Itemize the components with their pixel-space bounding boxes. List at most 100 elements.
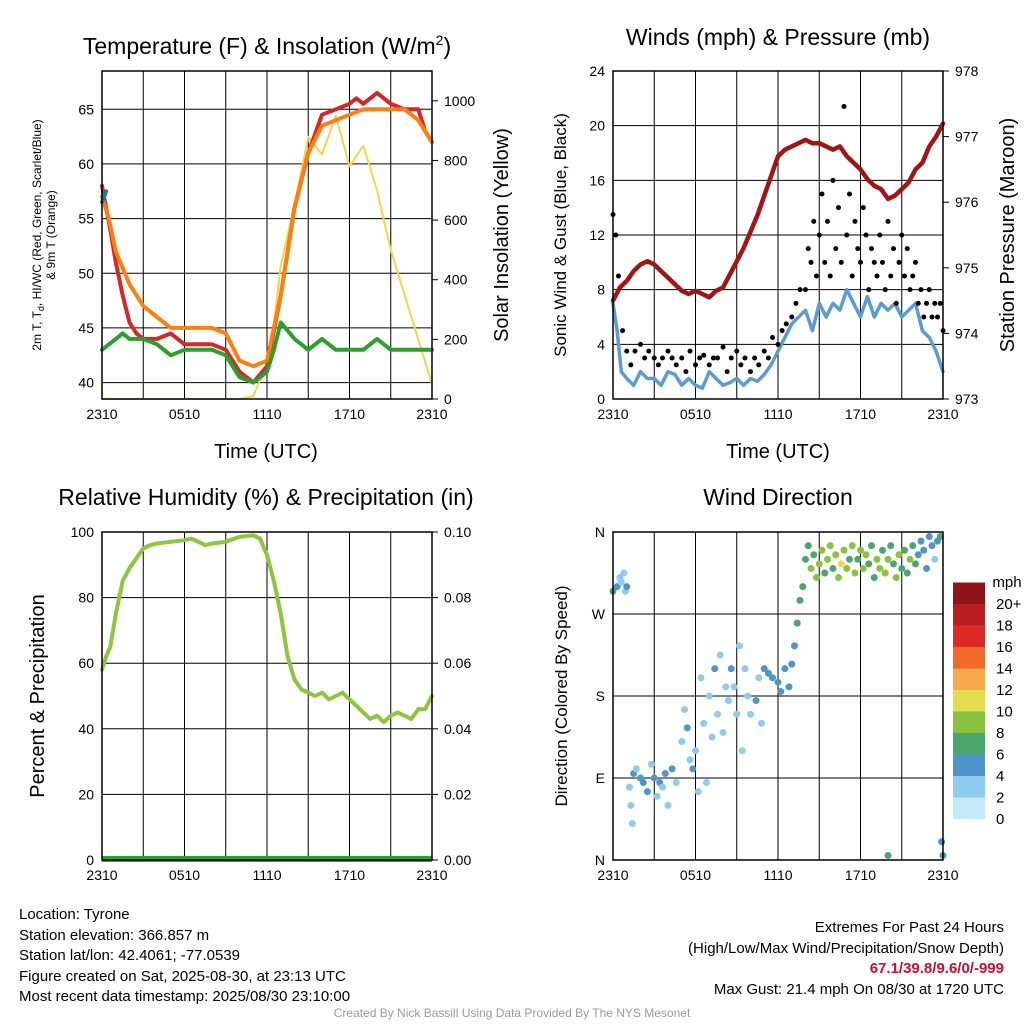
winds-panel: Winds (mph) & Pressure (mb) Sonic Wind &… xyxy=(551,24,1019,463)
humidity-title: Relative Humidity (%) & Precipitation (i… xyxy=(58,484,473,510)
y-tick-label: 20 xyxy=(589,118,605,134)
x-tick-label: 1710 xyxy=(845,406,876,422)
direction-point xyxy=(923,564,930,572)
gust-point xyxy=(628,362,634,368)
y-tick-label: 45 xyxy=(78,320,94,336)
direction-point xyxy=(793,619,801,627)
direction-point xyxy=(653,792,661,800)
gust-point xyxy=(620,328,626,334)
direction-point xyxy=(912,560,919,568)
wind-direction-panel: Wind Direction Direction (Colored By Spe… xyxy=(552,484,1022,883)
gust-point xyxy=(624,348,630,354)
x-tick-label: 2310 xyxy=(927,406,958,422)
direction-point xyxy=(664,801,672,809)
direction-title: Wind Direction xyxy=(703,484,853,510)
gust-point xyxy=(896,259,902,265)
direction-point xyxy=(747,710,754,718)
direction-point xyxy=(851,569,859,577)
direction-point xyxy=(843,564,851,572)
x-tick-label: 1710 xyxy=(334,406,365,422)
y-tick-label: 50 xyxy=(78,265,94,281)
gust-point xyxy=(808,259,814,265)
station-info: Location: Tyrone Station elevation: 366.… xyxy=(19,905,350,1008)
direction-point xyxy=(917,537,925,545)
gust-point xyxy=(789,314,795,320)
legend-label: 18 xyxy=(996,618,1013,635)
y2-tick-label: 0.08 xyxy=(444,590,471,606)
gust-point xyxy=(918,287,924,293)
direction-point xyxy=(692,747,699,755)
gust-point xyxy=(613,232,619,238)
direction-point xyxy=(857,546,864,554)
gust-point xyxy=(679,355,685,361)
direction-point xyxy=(703,779,710,787)
legend-swatch xyxy=(953,754,985,776)
y-tick-label: 60 xyxy=(78,655,94,671)
gust-point xyxy=(847,191,852,197)
y-tick-label: 16 xyxy=(589,172,605,188)
direction-point xyxy=(727,665,735,673)
direction-point xyxy=(744,692,752,700)
y2-tick-label: 975 xyxy=(955,260,979,276)
temperature-xlabel: Time (UTC) xyxy=(214,441,318,463)
max-gust-text: Max Gust: 21.4 mph On 08/30 at 1720 UTC xyxy=(713,980,1004,998)
direction-point xyxy=(914,551,922,559)
gust-point xyxy=(642,355,648,361)
direction-point xyxy=(868,542,875,550)
legend-swatch xyxy=(953,776,985,798)
direction-point xyxy=(613,583,621,591)
y2-tick-label: 400 xyxy=(444,272,468,288)
gust-point xyxy=(902,273,907,279)
direction-point xyxy=(758,719,765,727)
gust-point xyxy=(693,362,698,368)
direction-point xyxy=(892,574,900,582)
gust-point xyxy=(632,348,638,354)
gust-point xyxy=(720,344,726,350)
gust-point xyxy=(816,232,822,238)
direction-point xyxy=(722,683,730,691)
direction-point xyxy=(802,555,809,563)
gust-point xyxy=(849,273,855,279)
direction-point xyxy=(848,542,856,550)
gust-point xyxy=(907,287,913,293)
y-tick-label: 80 xyxy=(78,590,94,606)
pressure-line xyxy=(610,121,946,303)
gust-point xyxy=(888,273,894,279)
gust-point xyxy=(852,218,858,224)
legend-swatch xyxy=(953,647,985,669)
direction-point xyxy=(837,560,845,568)
gust-point xyxy=(929,314,935,320)
x-tick-label: 1110 xyxy=(252,406,281,422)
direction-point xyxy=(694,788,702,796)
gust-point xyxy=(655,362,661,368)
y2-tick-label: 973 xyxy=(955,391,979,407)
direction-point xyxy=(617,578,625,586)
gust-point xyxy=(830,177,836,183)
direction-point xyxy=(895,551,903,559)
x-tick-label: 1110 xyxy=(252,867,281,883)
gust-point xyxy=(827,273,833,279)
elevation-text: Station elevation: 366.857 m xyxy=(19,926,210,944)
gust-point xyxy=(910,273,916,279)
x-tick-label: 2310 xyxy=(416,867,447,883)
direction-point xyxy=(659,783,666,791)
direction-point xyxy=(683,724,691,732)
humidity-ylabel: Percent & Precipitation xyxy=(27,594,49,797)
direction-point xyxy=(752,697,760,705)
gust-point xyxy=(882,287,888,293)
direction-point xyxy=(627,801,635,809)
gust-point xyxy=(891,246,896,252)
direction-point xyxy=(648,760,655,768)
y-tick-label: 0 xyxy=(597,391,605,407)
direction-point xyxy=(884,555,892,563)
direction-point xyxy=(781,665,789,673)
dewpoint-line xyxy=(100,320,434,385)
direction-point xyxy=(628,820,636,828)
gust-point xyxy=(899,232,905,238)
gust-point xyxy=(748,369,753,375)
gust-point xyxy=(926,287,932,293)
gust-point xyxy=(932,300,938,306)
legend-label: 16 xyxy=(996,639,1013,656)
legend-swatch xyxy=(953,711,985,733)
sustained-wind-line xyxy=(611,287,945,390)
